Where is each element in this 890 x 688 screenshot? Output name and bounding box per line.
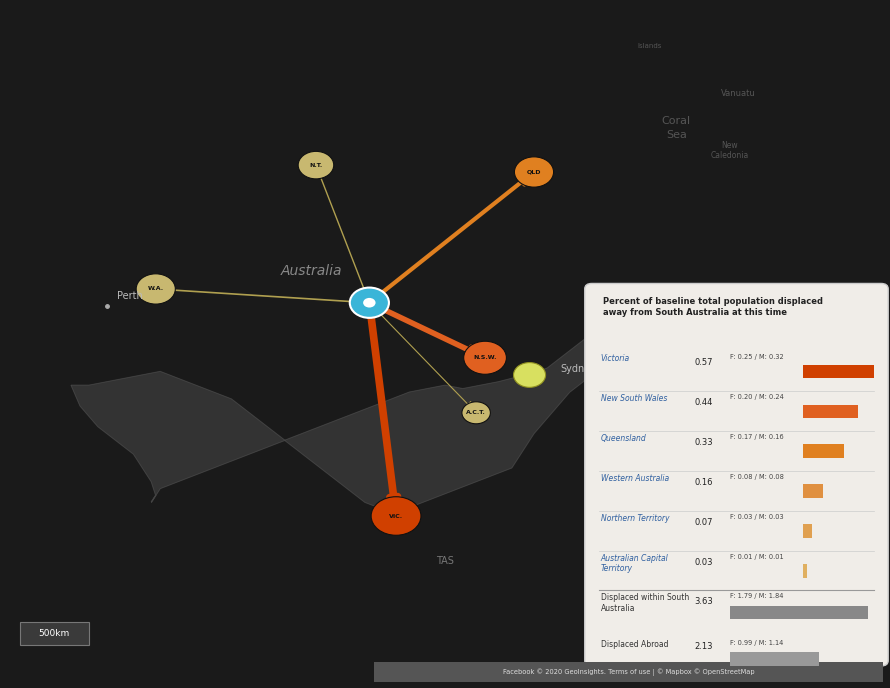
Text: F: 0.20 / M: 0.24: F: 0.20 / M: 0.24 (730, 394, 784, 400)
Text: Victoria: Victoria (601, 354, 630, 363)
FancyBboxPatch shape (803, 405, 858, 418)
Text: Coral
Sea: Coral Sea (662, 116, 691, 140)
Text: F: 0.25 / M: 0.32: F: 0.25 / M: 0.32 (730, 354, 783, 361)
Text: VIC.: VIC. (389, 513, 403, 519)
Text: 0.33: 0.33 (694, 438, 713, 447)
Circle shape (136, 274, 175, 304)
Text: Queensland: Queensland (601, 434, 646, 443)
Circle shape (371, 497, 421, 535)
Text: F: 1.79 / M: 1.84: F: 1.79 / M: 1.84 (730, 593, 783, 599)
Text: 2.13: 2.13 (694, 643, 713, 652)
Text: New South Wales: New South Wales (601, 394, 668, 403)
Text: 3.63: 3.63 (694, 597, 713, 606)
FancyBboxPatch shape (803, 564, 806, 578)
Text: TAS: TAS (436, 556, 454, 566)
Text: Northern Territory: Northern Territory (601, 514, 669, 523)
Circle shape (350, 288, 389, 318)
Text: W.A.: W.A. (148, 286, 164, 292)
Text: Displaced Abroad: Displaced Abroad (601, 640, 668, 649)
Circle shape (462, 402, 490, 424)
Text: F: 0.01 / M: 0.01: F: 0.01 / M: 0.01 (730, 554, 783, 560)
Text: Facebook © 2020 GeoInsights. Terms of use | © Mapbox © OpenStreetMap: Facebook © 2020 GeoInsights. Terms of us… (503, 668, 754, 676)
Text: F: 0.03 / M: 0.03: F: 0.03 / M: 0.03 (730, 514, 783, 520)
Text: 0.07: 0.07 (694, 517, 713, 527)
Circle shape (363, 298, 376, 308)
Text: 0.57: 0.57 (694, 358, 713, 367)
Text: Vanuatu: Vanuatu (721, 89, 756, 98)
Text: 0.03: 0.03 (694, 557, 713, 567)
Text: 500km: 500km (38, 629, 70, 638)
FancyBboxPatch shape (803, 484, 822, 498)
Text: Sydney: Sydney (561, 363, 596, 374)
FancyBboxPatch shape (585, 283, 888, 666)
Text: N.S.W.: N.S.W. (473, 355, 497, 361)
Polygon shape (71, 337, 601, 513)
Text: Australia: Australia (280, 264, 343, 278)
FancyBboxPatch shape (803, 365, 874, 378)
Text: Western Australia: Western Australia (601, 474, 669, 483)
FancyBboxPatch shape (20, 622, 89, 645)
Text: Displaced within South
Australia: Displaced within South Australia (601, 593, 689, 613)
Text: Islands: Islands (637, 43, 662, 49)
Text: Percent of baseline total population displaced
away from South Australia at this: Percent of baseline total population dis… (603, 297, 822, 316)
Text: F: 0.99 / M: 1.14: F: 0.99 / M: 1.14 (730, 640, 783, 646)
FancyBboxPatch shape (803, 524, 812, 538)
Text: 0.44: 0.44 (694, 398, 713, 407)
Text: Australian Capital
Territory: Australian Capital Territory (601, 554, 668, 573)
FancyBboxPatch shape (730, 605, 868, 619)
Text: N.T.: N.T. (310, 162, 322, 168)
FancyBboxPatch shape (730, 652, 819, 666)
Text: New
Caledonia: New Caledonia (711, 141, 748, 160)
Text: 0.16: 0.16 (694, 477, 713, 487)
Text: Perth: Perth (117, 291, 143, 301)
Text: QLD: QLD (527, 169, 541, 175)
Circle shape (464, 341, 506, 374)
Text: F: 0.17 / M: 0.16: F: 0.17 / M: 0.16 (730, 434, 783, 440)
Text: A.C.T.: A.C.T. (466, 410, 486, 416)
Text: F: 0.08 / M: 0.08: F: 0.08 / M: 0.08 (730, 474, 784, 480)
Circle shape (514, 363, 546, 387)
FancyBboxPatch shape (374, 662, 883, 682)
FancyBboxPatch shape (803, 444, 844, 458)
Circle shape (514, 157, 554, 187)
Circle shape (298, 151, 334, 179)
